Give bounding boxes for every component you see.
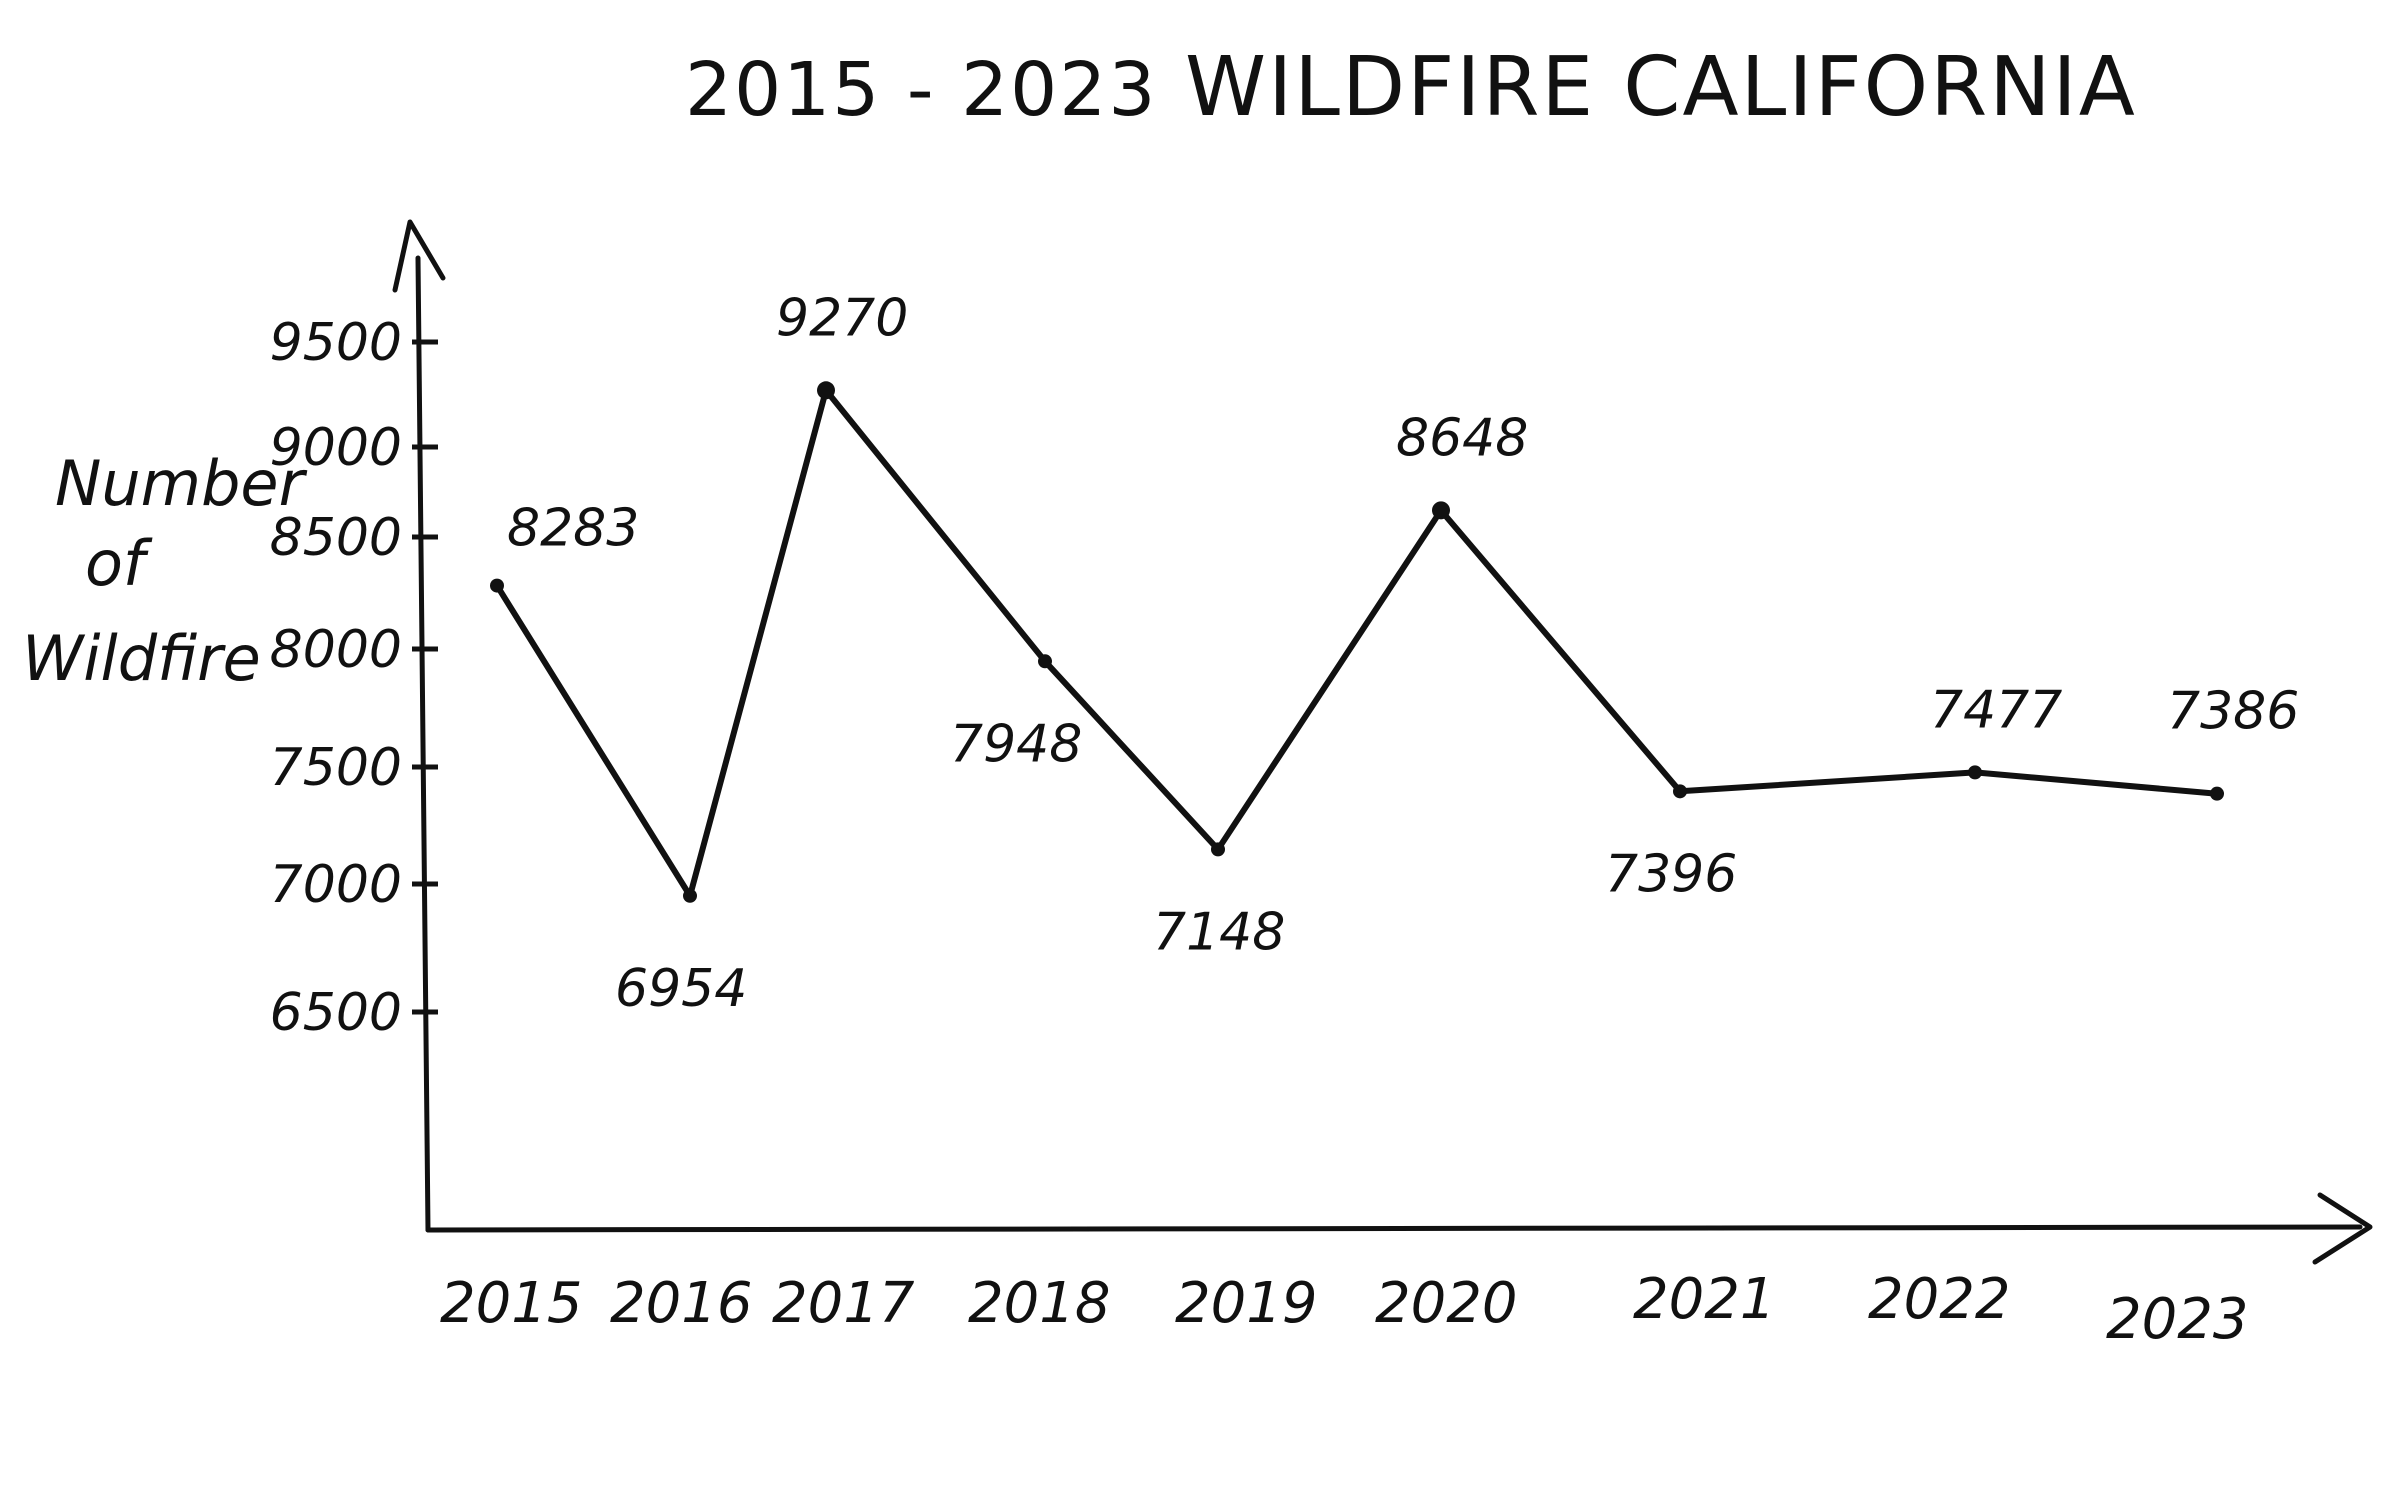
data-point bbox=[1432, 501, 1450, 520]
data-value-label: 7148 bbox=[1153, 902, 1285, 962]
x-tick-label: 2022 bbox=[1868, 1267, 2011, 1332]
y-axis-label-line-3: Wildfire bbox=[22, 622, 261, 695]
data-value-label: 8648 bbox=[1396, 408, 1528, 468]
y-axis-label-line-1: Number bbox=[55, 447, 308, 520]
x-tick-label: 2021 bbox=[1633, 1267, 1776, 1332]
y-axis-line bbox=[415, 255, 431, 1233]
data-point bbox=[1211, 842, 1225, 857]
data-value-label: 7386 bbox=[2167, 682, 2299, 742]
x-tick-label: 2018 bbox=[968, 1271, 1111, 1336]
y-tick-label: 9500 bbox=[270, 313, 402, 373]
series-line bbox=[494, 387, 2220, 899]
x-tick-label: 2017 bbox=[772, 1271, 915, 1336]
x-tick-label: 2020 bbox=[1375, 1271, 1518, 1336]
x-tick-label: 2015 bbox=[440, 1271, 583, 1336]
data-points bbox=[490, 381, 2224, 903]
data-value-label: 7477 bbox=[1930, 680, 2062, 740]
y-axis-arrow bbox=[392, 219, 446, 293]
x-ticks: 2015 2016 2017 2018 2019 2020 2021 2022 2023 bbox=[440, 1267, 2249, 1352]
y-tick-label: 8000 bbox=[270, 620, 402, 680]
data-point bbox=[817, 381, 835, 400]
y-axis-label-line-2: of bbox=[85, 527, 153, 600]
data-value-label: 7396 bbox=[1605, 844, 1737, 904]
data-value-label: 6954 bbox=[615, 959, 747, 1019]
x-axis-line bbox=[425, 1224, 2363, 1233]
y-tick-label: 8500 bbox=[270, 508, 402, 568]
data-value-label: 9270 bbox=[776, 288, 908, 348]
data-labels: 8283 6954 9270 7948 7148 8648 7396 7477 7386 bbox=[507, 288, 2299, 1018]
data-point bbox=[1673, 784, 1687, 799]
series-polyline bbox=[494, 387, 2220, 899]
x-tick-label: 2023 bbox=[2106, 1287, 2249, 1352]
axes bbox=[392, 219, 2373, 1265]
data-point bbox=[683, 888, 697, 903]
data-value-label: 7948 bbox=[950, 714, 1082, 774]
x-tick-label: 2016 bbox=[610, 1271, 753, 1336]
chart-title: 2015 - 2023 bbox=[685, 47, 1157, 133]
y-tick-label: 9000 bbox=[270, 418, 402, 478]
y-ticks: 9500 9000 8500 8000 7500 7000 6500 bbox=[270, 313, 438, 1043]
data-value-label: 8283 bbox=[507, 499, 639, 559]
x-axis-arrow bbox=[2312, 1192, 2373, 1265]
data-point bbox=[1968, 765, 1982, 780]
chart-subtitle: WILDFIRE CALIFORNIA bbox=[1185, 40, 2137, 135]
data-point bbox=[1038, 654, 1052, 669]
data-point bbox=[2210, 786, 2224, 801]
data-point bbox=[490, 578, 504, 593]
x-tick-label: 2019 bbox=[1175, 1271, 1318, 1336]
y-tick-label: 7000 bbox=[270, 855, 402, 915]
y-tick-label: 6500 bbox=[270, 983, 402, 1043]
y-tick-label: 7500 bbox=[270, 738, 402, 798]
